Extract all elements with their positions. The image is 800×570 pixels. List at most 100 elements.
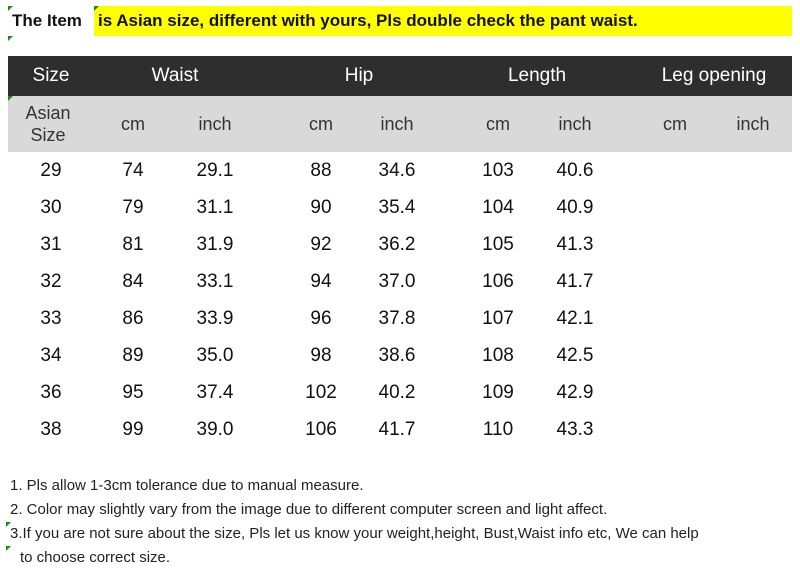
cell-leg-opening-inch (714, 189, 792, 226)
cell-length-inch: 43.3 (556, 419, 594, 440)
cell-leg-opening-cm (636, 189, 714, 226)
cell-hip-cm: 94 (310, 271, 332, 292)
table-row: 36 95 37.4 102 40.2 109 42.9 (8, 374, 792, 411)
unit-inch: inch (736, 114, 770, 134)
cell-leg-opening-cm (636, 263, 714, 300)
cell-leg-opening-inch (714, 152, 792, 189)
note-size-help-text: 3.If you are not sure about the size, Pl… (10, 525, 699, 542)
cell-length-inch: 42.9 (556, 382, 594, 403)
table-row: 29 74 29.1 88 34.6 103 40.6 (8, 152, 792, 189)
cell-waist-inch: 29.1 (196, 160, 234, 181)
cell-leg-opening-inch (714, 300, 792, 337)
column-header-waist: Waist (151, 65, 199, 86)
cell-asian-size: 31 (40, 234, 62, 255)
cell-length-cm: 107 (482, 308, 514, 329)
cell-leg-opening-cm (636, 300, 714, 337)
note-size-help-cont: to choose correct size. (6, 546, 790, 570)
cell-hip-inch: 40.2 (378, 382, 416, 403)
table-row: 32 84 33.1 94 37.0 106 41.7 (8, 263, 792, 300)
cell-waist-inch: 39.0 (196, 419, 234, 440)
table-header-row: Size Waist Hip Length Leg opening (8, 56, 792, 96)
notes-section: 1. Pls allow 1-3cm tolerance due to manu… (6, 474, 790, 570)
cell-waist-cm: 89 (122, 345, 144, 366)
cell-length-cm: 108 (482, 345, 514, 366)
column-header-hip: Hip (344, 65, 374, 86)
note-color: 2. Color may slightly vary from the imag… (10, 501, 608, 518)
table-body: 29 74 29.1 88 34.6 103 40.6 30 79 31.1 90 35.4 104 40… (8, 152, 792, 448)
cell-leg-opening-inch (714, 263, 792, 300)
cell-asian-size: 38 (40, 419, 62, 440)
cell-hip-cm: 102 (305, 382, 337, 403)
note-size-help: 3.If you are not sure about the size, Pl… (6, 522, 790, 546)
cell-waist-cm: 79 (122, 197, 144, 218)
note-size-help-cont-text: to choose correct size. (20, 549, 171, 566)
cell-length-inch: 41.3 (556, 234, 594, 255)
cell-hip-inch: 36.2 (378, 234, 416, 255)
cell-waist-cm: 99 (122, 419, 144, 440)
cell-hip-cm: 96 (310, 308, 332, 329)
unit-cm: cm (309, 114, 333, 134)
column-header-leg-opening: Leg opening (661, 65, 767, 86)
cell-length-inch: 40.6 (556, 160, 594, 181)
cell-asian-size: 33 (40, 308, 62, 329)
cell-comment-marker-icon (94, 6, 99, 11)
cell-comment-marker-icon (8, 6, 13, 11)
asian-size-label: Asian Size (25, 103, 71, 145)
cell-hip-cm: 106 (305, 419, 337, 440)
cell-waist-cm: 84 (122, 271, 144, 292)
cell-asian-size: 34 (40, 345, 62, 366)
column-header-length: Length (507, 65, 567, 86)
cell-asian-size: 36 (40, 382, 62, 403)
cell-length-cm: 104 (482, 197, 514, 218)
cell-comment-marker-icon (8, 96, 13, 101)
cell-asian-size: 29 (40, 160, 62, 181)
cell-length-cm: 109 (482, 382, 514, 403)
table-row: 38 99 39.0 106 41.7 110 43.3 (8, 411, 792, 448)
cell-hip-inch: 34.6 (378, 160, 416, 181)
unit-cm: cm (486, 114, 510, 134)
cell-length-inch: 42.1 (556, 308, 594, 329)
cell-waist-cm: 81 (122, 234, 144, 255)
unit-cm: cm (121, 114, 145, 134)
cell-hip-inch: 35.4 (378, 197, 416, 218)
cell-waist-inch: 35.0 (196, 345, 234, 366)
title-prefix: The Item (12, 11, 82, 30)
cell-hip-cm: 90 (310, 197, 332, 218)
cell-hip-inch: 37.0 (378, 271, 416, 292)
note-tolerance: 1. Pls allow 1-3cm tolerance due to manu… (10, 477, 364, 494)
cell-length-cm: 110 (482, 419, 514, 440)
table-row: 30 79 31.1 90 35.4 104 40.9 (8, 189, 792, 226)
unit-inch: inch (198, 114, 232, 134)
unit-cm: cm (663, 114, 687, 134)
cell-hip-cm: 98 (310, 345, 332, 366)
cell-comment-marker-icon (6, 522, 11, 527)
cell-hip-cm: 88 (310, 160, 332, 181)
table-row: 34 89 35.0 98 38.6 108 42.5 (8, 337, 792, 374)
cell-leg-opening-cm (636, 411, 714, 448)
unit-inch: inch (380, 114, 414, 134)
cell-waist-inch: 37.4 (196, 382, 234, 403)
cell-waist-cm: 95 (122, 382, 144, 403)
cell-waist-cm: 74 (122, 160, 144, 181)
title-notice: is Asian size, different with yours, Pls… (94, 6, 792, 36)
cell-length-cm: 103 (482, 160, 514, 181)
cell-waist-inch: 31.9 (196, 234, 234, 255)
column-header-size: Size (32, 65, 70, 86)
table-unit-row: Asian Size cm inch cm inch cm inch cm in… (8, 96, 792, 152)
cell-comment-marker-icon (8, 36, 13, 41)
cell-leg-opening-cm (636, 226, 714, 263)
cell-leg-opening-inch (714, 226, 792, 263)
cell-length-inch: 40.9 (556, 197, 594, 218)
table-row: 33 86 33.9 96 37.8 107 42.1 (8, 300, 792, 337)
cell-waist-inch: 33.9 (196, 308, 234, 329)
cell-length-inch: 42.5 (556, 345, 594, 366)
cell-hip-cm: 92 (310, 234, 332, 255)
cell-leg-opening-cm (636, 152, 714, 189)
cell-leg-opening-inch (714, 374, 792, 411)
cell-asian-size: 32 (40, 271, 62, 292)
cell-comment-marker-icon (6, 546, 11, 551)
cell-leg-opening-cm (636, 337, 714, 374)
cell-leg-opening-inch (714, 337, 792, 374)
cell-leg-opening-cm (636, 374, 714, 411)
cell-waist-inch: 33.1 (196, 271, 234, 292)
